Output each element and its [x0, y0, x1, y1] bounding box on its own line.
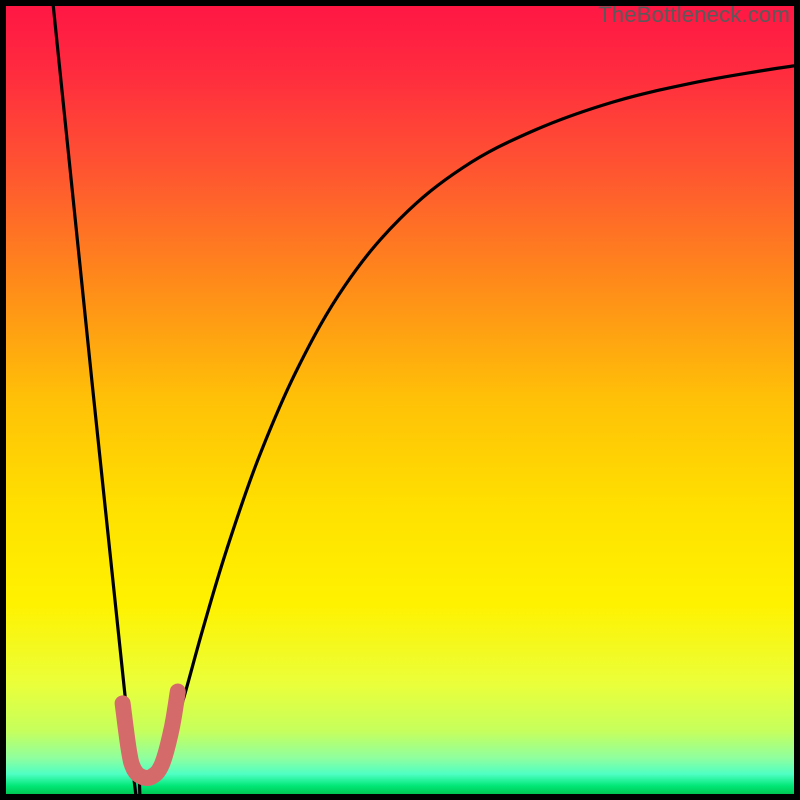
chart-frame: TheBottleneck.com — [0, 0, 800, 800]
watermark-text: TheBottleneck.com — [598, 2, 790, 28]
bottleneck-chart — [6, 6, 794, 794]
